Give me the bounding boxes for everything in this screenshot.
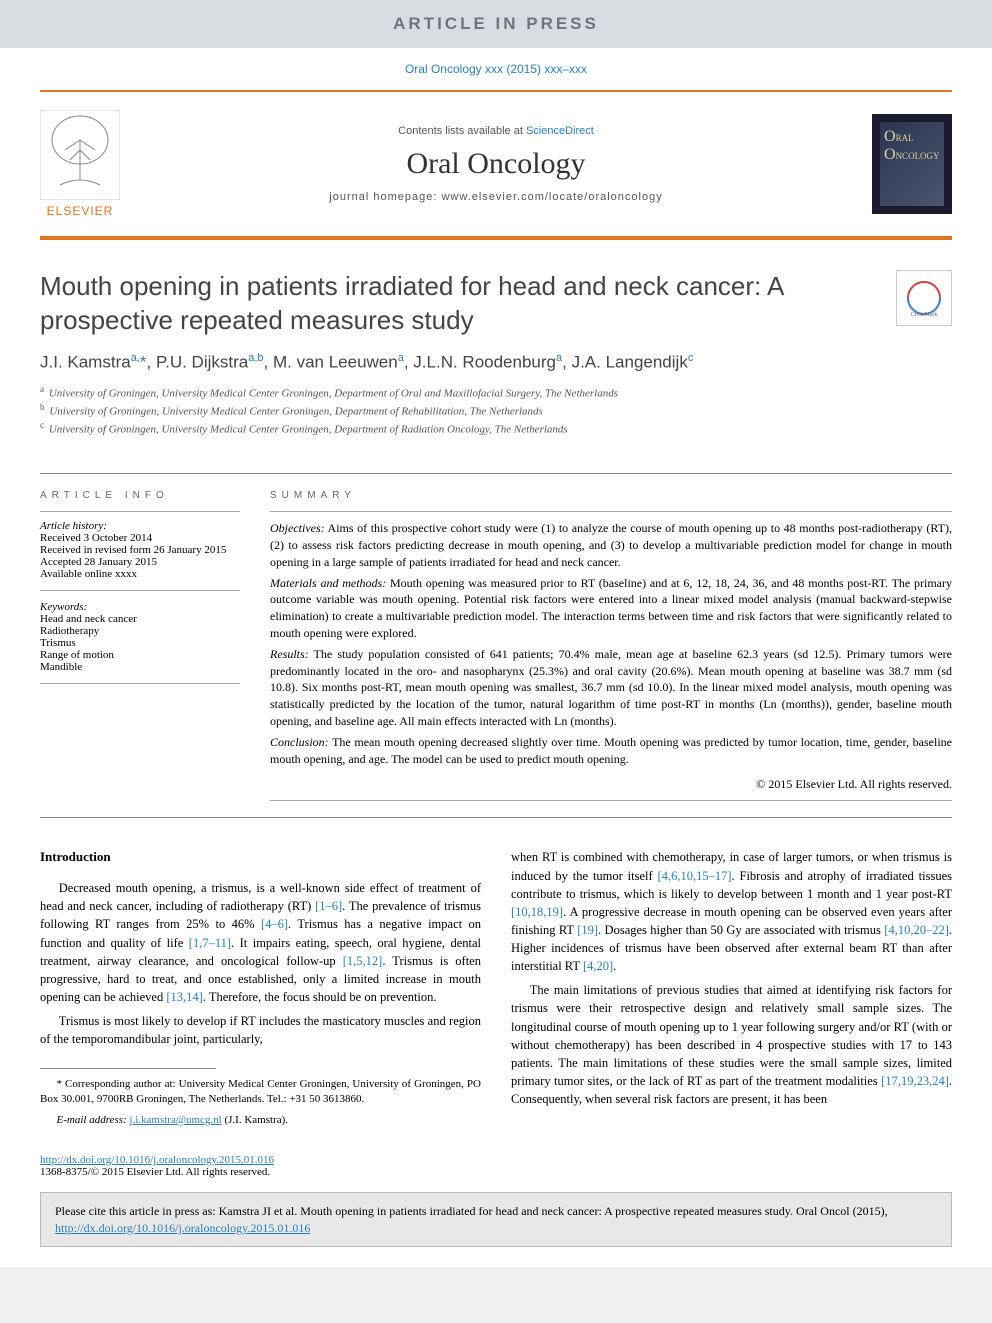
summary-column: SUMMARY Objectives: Aims of this prospec… [270,490,952,801]
article-info-heading: ARTICLE INFO [40,490,240,501]
ref-link[interactable]: [4,6,10,15–17] [658,869,732,883]
history-item: Received in revised form 26 January 2015 [40,544,240,556]
sciencedirect-link[interactable]: ScienceDirect [526,125,594,137]
intro-para-2: Trismus is most likely to develop if RT … [40,1012,481,1048]
body-right-column: when RT is combined with chemotherapy, i… [511,848,952,1134]
ref-link[interactable]: [4–6] [261,917,288,931]
footnote-separator [40,1068,216,1069]
ref-link[interactable]: [4,10,20–22] [884,923,949,937]
author-list: J.I. Kamstraa,*, P.U. Dijkstraa,b, M. va… [40,352,952,373]
keyword-item: Head and neck cancer [40,613,240,625]
keyword-item: Range of motion [40,649,240,661]
article-title: Mouth opening in patients irradiated for… [40,270,952,338]
intro-para-4: The main limitations of previous studies… [511,981,952,1108]
ref-link[interactable]: [4,20] [583,959,613,973]
summary-objectives: Objectives: Aims of this prospective coh… [270,520,952,570]
ref-link[interactable]: [1–6] [315,899,342,913]
introduction-heading: Introduction [40,848,481,867]
please-cite-box: Please cite this article in press as: Ka… [40,1192,952,1248]
affiliation-item: c University of Groningen, University Me… [40,420,952,436]
issn-copyright: 1368-8375/© 2015 Elsevier Ltd. All right… [40,1166,270,1178]
body-two-column: Introduction Decreased mouth opening, a … [0,818,992,1154]
ref-link[interactable]: [1,5,12] [343,954,383,968]
body-left-column: Introduction Decreased mouth opening, a … [40,848,481,1134]
affiliation-item: a University of Groningen, University Me… [40,384,952,400]
doi-link[interactable]: http://dx.doi.org/10.1016/j.oraloncology… [40,1154,274,1166]
article-info-column: ARTICLE INFO Article history: Received 3… [40,490,240,801]
summary-results: Results: The study population consisted … [270,646,952,730]
rule-section [40,473,952,474]
article-history-block: Article history: Received 3 October 2014… [40,520,240,591]
summary-methods: Materials and methods: Mouth opening was… [270,575,952,642]
ref-link[interactable]: [17,19,23,24] [881,1074,949,1088]
intro-para-3: when RT is combined with chemotherapy, i… [511,848,952,975]
affiliation-item: b University of Groningen, University Me… [40,402,952,418]
keyword-item: Radiotherapy [40,625,240,637]
email-link[interactable]: j.i.kamstra@umcg.nl [129,1114,221,1126]
elsevier-logo-block: ELSEVIER [40,110,120,218]
ref-link[interactable]: [10,18,19] [511,905,563,919]
masthead: ELSEVIER Contents lists available at Sci… [0,92,992,236]
journal-homepage-url[interactable]: www.elsevier.com/locate/oraloncology [441,191,662,203]
masthead-center: Contents lists available at ScienceDirec… [140,125,852,203]
article-in-press-banner: ARTICLE IN PRESS [0,0,992,48]
doi-block: http://dx.doi.org/10.1016/j.oraloncology… [0,1154,992,1192]
citebox-doi-link[interactable]: http://dx.doi.org/10.1016/j.oraloncology… [55,1221,310,1235]
email-footnote: E-mail address: j.i.kamstra@umcg.nl (J.I… [40,1113,481,1128]
corresponding-author-footnote: * Corresponding author at: University Me… [40,1077,481,1107]
contents-available-line: Contents lists available at ScienceDirec… [140,125,852,137]
ref-link[interactable]: [19] [577,923,598,937]
journal-name: Oral Oncology [140,147,852,181]
keyword-item: Trismus [40,637,240,649]
journal-cover-icon: ORALONCOLOGY [872,114,952,214]
history-item: Available online xxxx [40,568,240,580]
journal-homepage-line: journal homepage: www.elsevier.com/locat… [140,191,852,203]
elsevier-label: ELSEVIER [40,204,120,218]
history-item: Accepted 28 January 2015 [40,556,240,568]
summary-copyright: © 2015 Elsevier Ltd. All rights reserved… [270,777,952,792]
ref-link[interactable]: [1,7–11] [189,936,231,950]
summary-heading: SUMMARY [270,490,952,501]
ref-link[interactable]: [13,14] [166,990,202,1004]
info-summary-row: ARTICLE INFO Article history: Received 3… [0,490,992,801]
elsevier-tree-icon [40,110,120,200]
keywords-label: Keywords: [40,601,240,613]
keyword-item: Mandible [40,661,240,673]
top-citation-line: Oral Oncology xxx (2015) xxx–xxx [0,48,992,90]
keywords-block: Keywords: Head and neck cancerRadiothera… [40,601,240,684]
history-label: Article history: [40,520,240,532]
title-block: CrossMark Mouth opening in patients irra… [0,240,992,453]
page-root: ARTICLE IN PRESS Oral Oncology xxx (2015… [0,0,992,1267]
summary-conclusion: Conclusion: The mean mouth opening decre… [270,734,952,768]
crossmark-badge[interactable]: CrossMark [896,270,952,326]
intro-para-1: Decreased mouth opening, a trismus, is a… [40,879,481,1006]
svg-text:CrossMark: CrossMark [911,312,938,318]
history-item: Received 3 October 2014 [40,532,240,544]
affiliations-list: a University of Groningen, University Me… [40,384,952,435]
